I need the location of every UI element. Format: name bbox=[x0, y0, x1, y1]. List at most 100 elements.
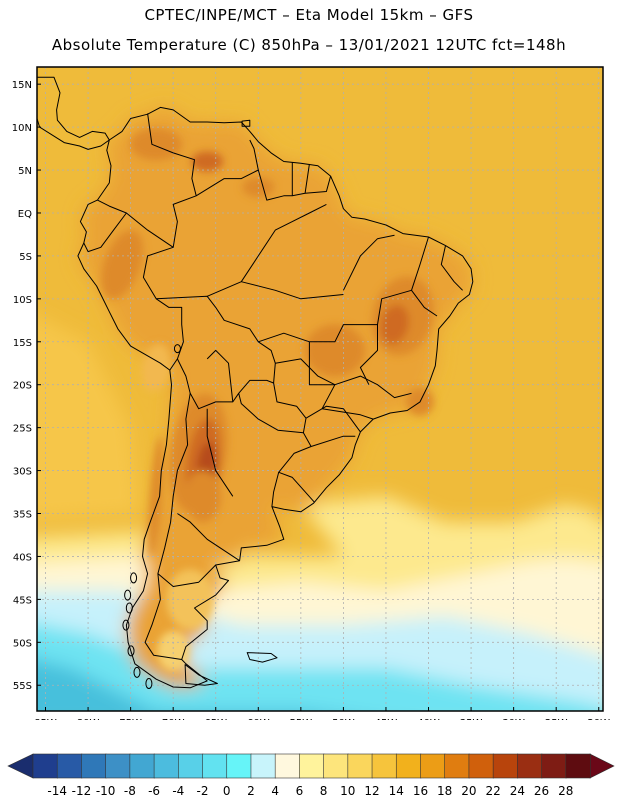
fjord-island bbox=[124, 589, 132, 601]
country-border bbox=[83, 212, 127, 253]
cool-patagonia bbox=[166, 569, 215, 630]
hot-cuyo bbox=[184, 470, 221, 523]
country-border bbox=[206, 408, 234, 497]
hot-peru bbox=[101, 230, 144, 299]
latitude-label: 45S bbox=[13, 595, 32, 606]
latitude-label: 15S bbox=[13, 338, 32, 349]
fjord-island bbox=[125, 602, 133, 614]
longitude-label: 35W bbox=[460, 718, 483, 720]
colorbar-label: 26 bbox=[534, 784, 549, 798]
colorbar-swatch bbox=[129, 753, 155, 779]
lake-titicaca bbox=[173, 344, 181, 354]
longitude-label: 65W bbox=[204, 718, 227, 720]
colorbar-label: 6 bbox=[296, 784, 304, 798]
country-border bbox=[195, 139, 259, 197]
longitude-label: 20W bbox=[587, 718, 610, 720]
colorbar-swatch bbox=[395, 753, 422, 779]
latitude-label: 10N bbox=[12, 123, 32, 134]
country-border bbox=[308, 341, 412, 399]
longitude-label: 45W bbox=[375, 718, 398, 720]
fjord-island bbox=[133, 666, 141, 678]
latitude-label: 30S bbox=[13, 467, 32, 478]
map-title-line2: Absolute Temperature (C) 850hPa – 13/01/… bbox=[51, 36, 567, 54]
latitude-label: 15N bbox=[12, 80, 32, 91]
fjord-island bbox=[130, 572, 138, 584]
map-title-line1: CPTEC/INPE/MCT – Eta Model 15km – GFS bbox=[144, 6, 474, 24]
country-border bbox=[144, 393, 191, 660]
colorbar-label: 20 bbox=[461, 784, 476, 798]
longitude-labels: 85W 80W 75W 70W 65W 60W 55W 50W 45W 40W 35W 30W 25W 2… bbox=[34, 707, 610, 720]
country-border bbox=[240, 203, 327, 282]
country-border bbox=[342, 234, 395, 291]
hotter-bahia bbox=[379, 304, 409, 345]
colorbar-label: -4 bbox=[172, 784, 184, 798]
colorbar-label: 0 bbox=[223, 784, 231, 798]
colorbar-swatch bbox=[468, 753, 494, 779]
country-border bbox=[176, 358, 274, 410]
map-frame bbox=[36, 66, 604, 712]
latitude-label: 55S bbox=[13, 681, 32, 692]
colorbar-swatch bbox=[492, 753, 519, 779]
colorbar-high-arrow bbox=[589, 753, 615, 779]
colorbar-swatch bbox=[299, 753, 325, 779]
colorbar-label: -6 bbox=[148, 784, 160, 798]
colorbar-swatches bbox=[7, 753, 615, 779]
cool-altiplano bbox=[141, 343, 171, 392]
colorbar-label: -8 bbox=[124, 784, 136, 798]
colorbar-swatch bbox=[347, 753, 373, 779]
hotter-venezuela bbox=[191, 151, 224, 172]
colorbar-swatch bbox=[56, 753, 83, 779]
colorbar-swatch bbox=[178, 753, 204, 779]
central-america-coastline bbox=[37, 76, 110, 150]
country-border bbox=[207, 281, 344, 300]
colorbar-label: 28 bbox=[558, 784, 573, 798]
tierra-del-fuego-coastline bbox=[184, 664, 218, 686]
colorbar-swatch bbox=[444, 753, 470, 779]
trinidad-coastline bbox=[241, 119, 251, 127]
colorbar-label: 10 bbox=[340, 784, 355, 798]
colorbar-swatch bbox=[323, 753, 349, 779]
cool-patagonia-south bbox=[157, 630, 190, 671]
longitude-label: 85W bbox=[34, 718, 57, 720]
colorbar-label: -2 bbox=[197, 784, 209, 798]
graticule bbox=[37, 67, 603, 711]
country-border bbox=[157, 564, 217, 587]
country-border bbox=[305, 405, 361, 433]
colorbar-label: -12 bbox=[72, 784, 92, 798]
latitude-label: 25S bbox=[13, 424, 32, 435]
hot-venezuela bbox=[130, 128, 183, 161]
longitude-label: 40W bbox=[417, 718, 440, 720]
longitude-label: 30W bbox=[502, 718, 525, 720]
country-border bbox=[177, 513, 240, 562]
latitude-label: 40S bbox=[13, 552, 32, 563]
country-border bbox=[359, 324, 378, 385]
longitude-label: 60W bbox=[247, 718, 270, 720]
colorbar-swatch bbox=[371, 753, 398, 779]
country-border bbox=[258, 289, 438, 343]
latitude-labels: 15N 10N 5N EQ 5S 10S 15S 20S 25S 30S 35S 40S 45S 50S 5… bbox=[12, 80, 41, 692]
latitude-label: 10S bbox=[13, 295, 32, 306]
country-border bbox=[156, 295, 276, 384]
latitude-label: 50S bbox=[13, 638, 32, 649]
falklands-coastline bbox=[246, 652, 278, 663]
longitude-label: 70W bbox=[162, 718, 185, 720]
colorbar-swatch bbox=[420, 753, 446, 779]
field-blue-band bbox=[37, 659, 301, 711]
latitude-label: EQ bbox=[18, 209, 32, 220]
latitude-label: 5N bbox=[18, 166, 32, 177]
colorbar-swatch bbox=[274, 753, 301, 779]
longitude-label: 55W bbox=[290, 718, 313, 720]
colorbar-swatch bbox=[81, 753, 107, 779]
longitude-label: 25W bbox=[545, 718, 568, 720]
fjord-island bbox=[127, 645, 135, 657]
longitude-label: 80W bbox=[77, 718, 100, 720]
country-border bbox=[305, 175, 332, 194]
colorbar-label: 2 bbox=[247, 784, 255, 798]
country-border bbox=[275, 358, 336, 386]
country-border bbox=[321, 384, 374, 420]
hot-chile bbox=[148, 436, 164, 557]
temperature-map: 15N 10N 5N EQ 5S 10S 15S 20S 25S 30S 35S 40S 45S 50S 5… bbox=[12, 66, 610, 720]
colorbar-swatch bbox=[226, 753, 252, 779]
country-border bbox=[206, 349, 234, 402]
